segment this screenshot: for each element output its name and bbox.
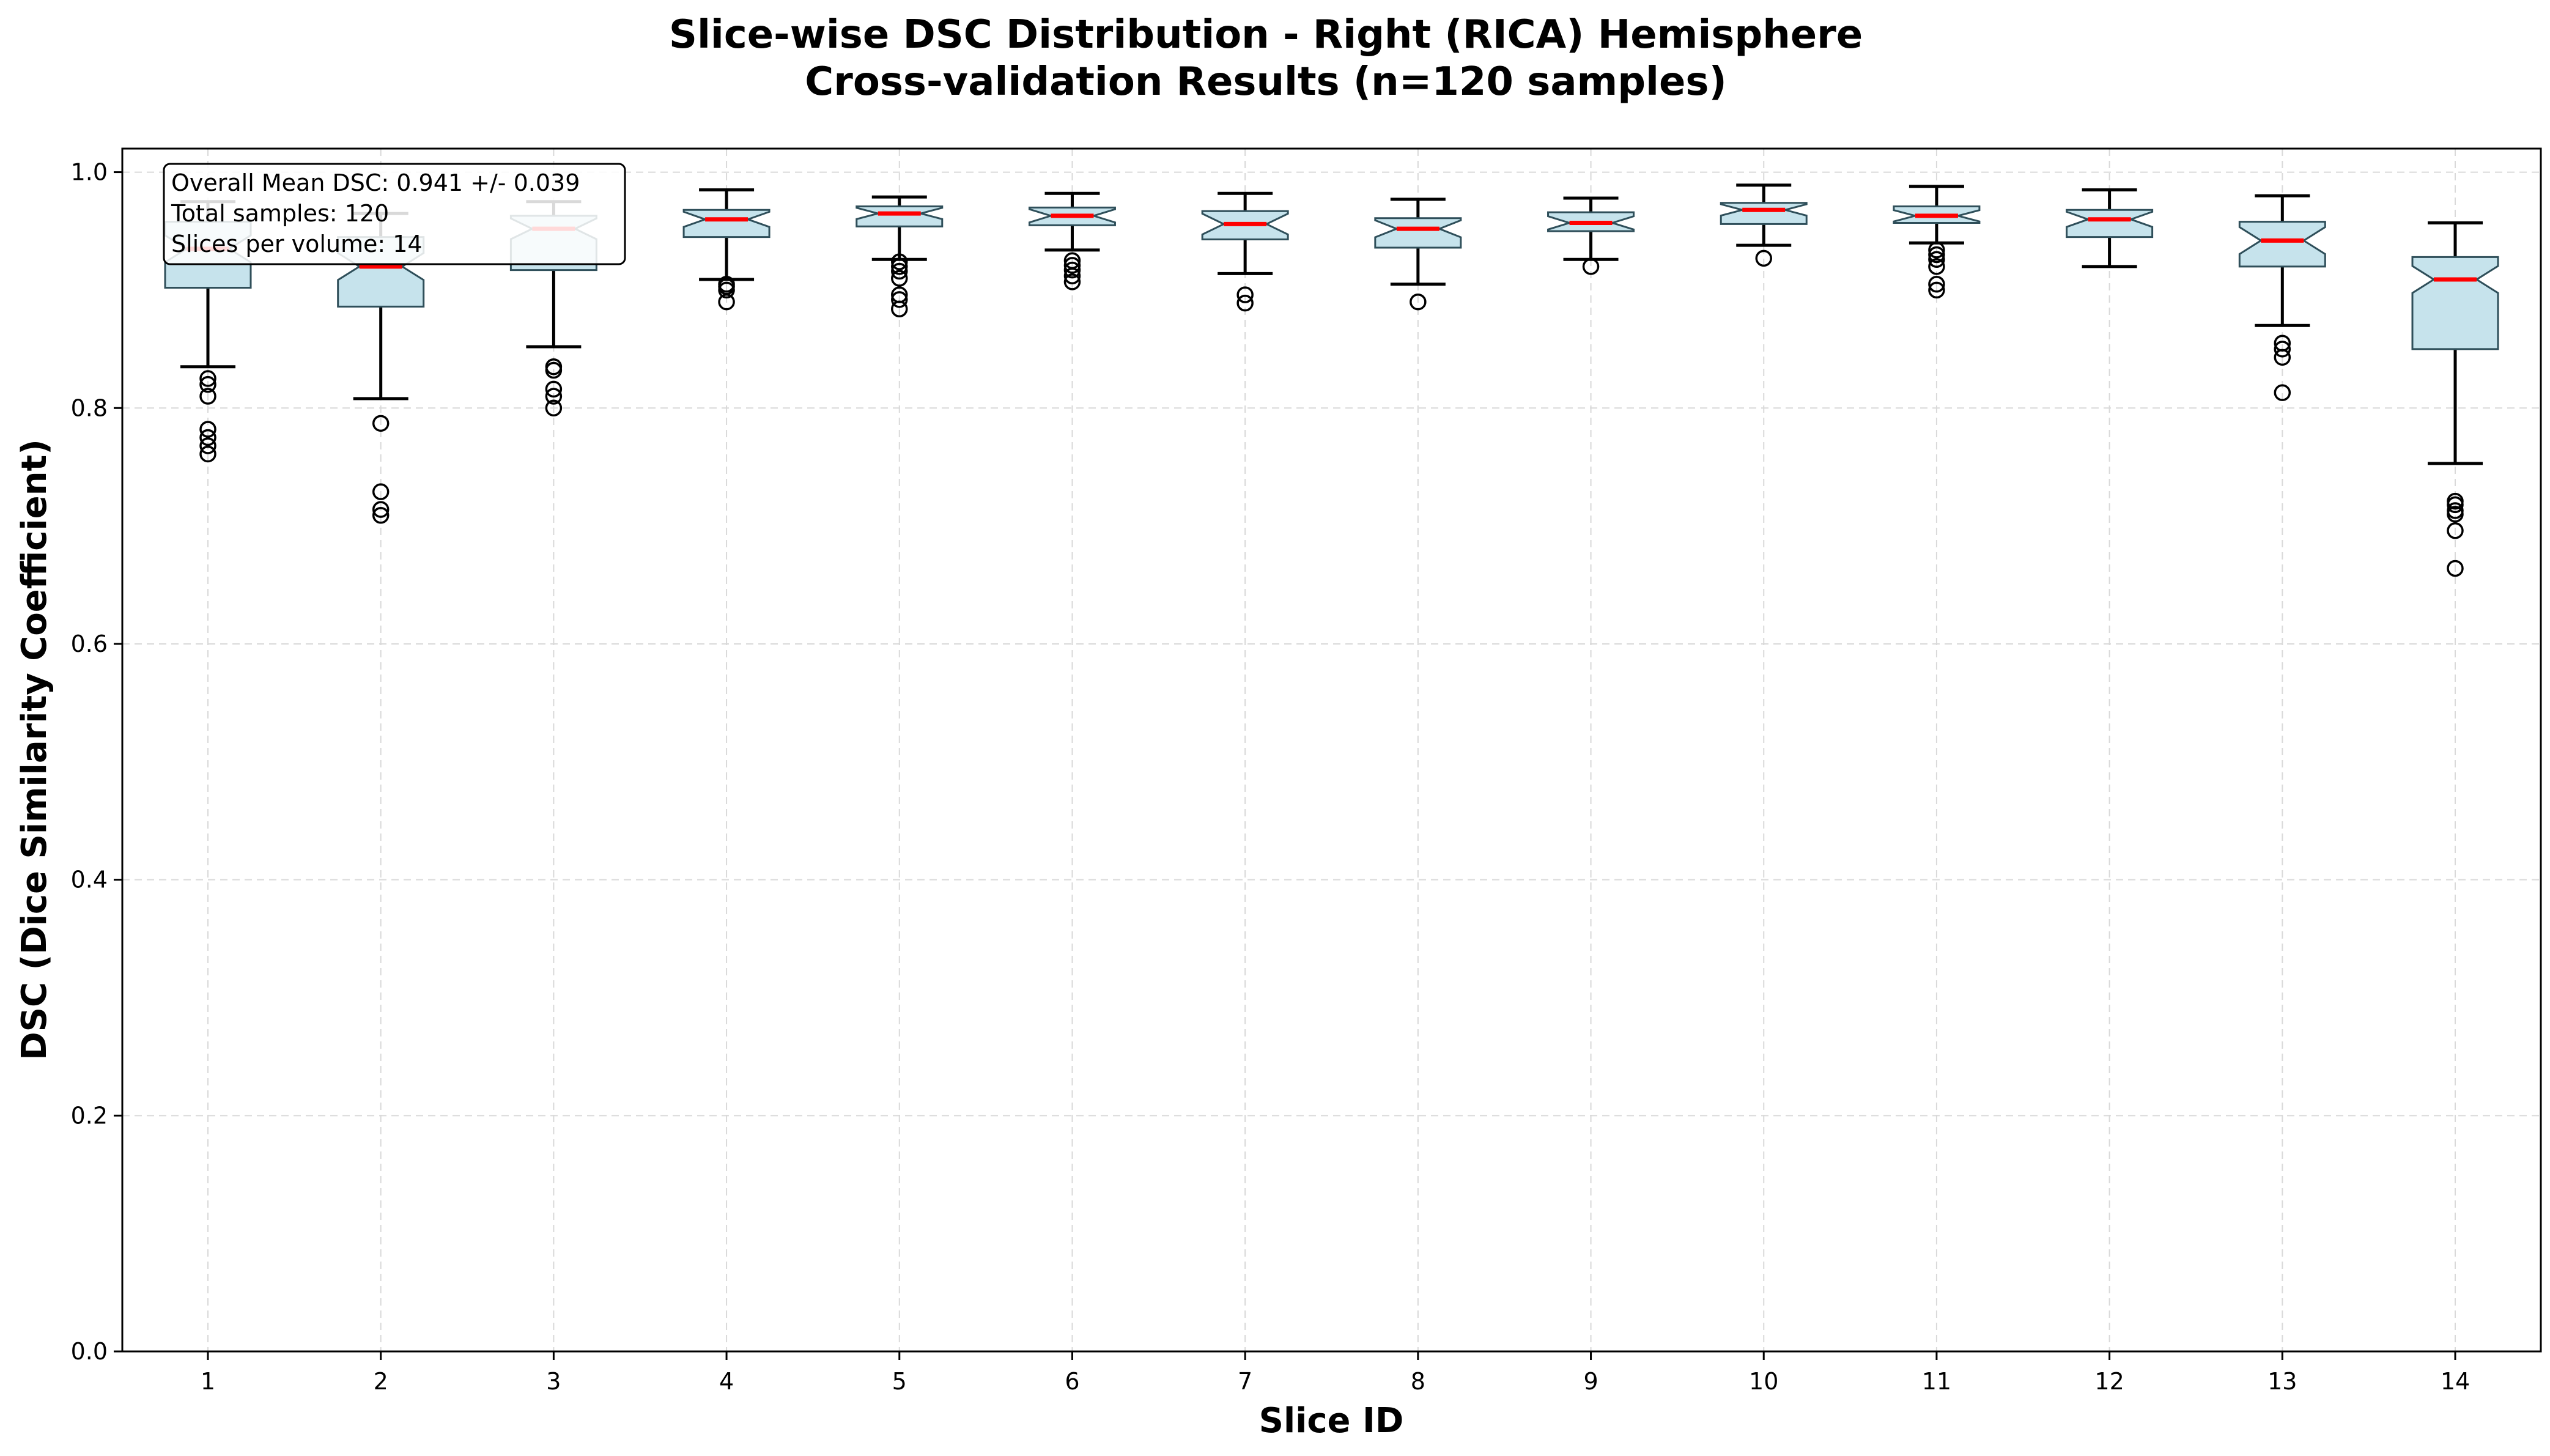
x-tick-label: 2 — [374, 1368, 388, 1395]
outlier-point — [1928, 281, 1945, 299]
x-axis-label: Slice ID — [1259, 1401, 1404, 1441]
outlier-point — [1063, 273, 1081, 290]
outlier-point — [891, 262, 908, 280]
outlier-point — [1928, 242, 1945, 259]
outlier-point — [199, 370, 216, 387]
box-slice-11 — [1893, 185, 1981, 299]
outlier-point — [1582, 258, 1600, 275]
outlier-point — [1928, 258, 1945, 275]
x-tick-label: 6 — [1065, 1368, 1079, 1395]
outlier-point — [1928, 251, 1945, 268]
plot-frame — [121, 147, 2542, 1353]
chart-title-line1: Slice-wise DSC Distribution - Right (RIC… — [669, 12, 1863, 57]
outlier-point — [372, 415, 390, 432]
stats-line-mean: Overall Mean DSC: 0.941 +/- 0.039 — [171, 169, 580, 196]
y-tick-label: 0.0 — [71, 1338, 108, 1365]
box-slice-13 — [2238, 194, 2326, 401]
outlier-point — [199, 421, 216, 438]
box-slice-6 — [1028, 191, 1116, 290]
x-tick-label: 12 — [2094, 1368, 2124, 1395]
box-slice-7 — [1201, 191, 1289, 312]
grid-lines — [122, 149, 2541, 1352]
box-body — [1374, 217, 1462, 249]
outlier-point — [891, 270, 908, 287]
outlier-point — [1236, 286, 1254, 303]
outlier-point — [2274, 341, 2291, 358]
box-slice-4 — [682, 188, 771, 311]
outlier-point — [2447, 522, 2464, 539]
y-axis-label: DSC (Dice Similarity Coefficient) — [15, 439, 54, 1060]
y-tick-label: 0.2 — [71, 1102, 108, 1129]
outlier-point — [545, 380, 563, 398]
outlier-point — [545, 361, 563, 379]
outlier-point — [372, 506, 390, 524]
box-slice-12 — [2066, 188, 2154, 268]
x-tick-label: 9 — [1583, 1368, 1598, 1395]
outlier-point — [1928, 276, 1945, 293]
outlier-point — [545, 388, 563, 405]
outlier-point — [1928, 246, 1945, 264]
outlier-point — [1410, 293, 1427, 311]
outlier-point — [1063, 267, 1081, 285]
box-slice-14 — [2411, 221, 2499, 577]
outlier-point — [891, 300, 908, 318]
outlier-point — [199, 388, 216, 405]
box-body — [2066, 209, 2154, 238]
outlier-point — [372, 501, 390, 518]
x-tick-label: 3 — [546, 1368, 561, 1395]
outlier-point — [718, 293, 735, 311]
outlier-point — [199, 429, 216, 446]
outlier-point — [891, 291, 908, 308]
x-tick-label: 13 — [2267, 1368, 2297, 1395]
stats-line-slices: Slices per volume: 14 — [171, 231, 423, 257]
y-tick-label: 0.4 — [71, 867, 108, 893]
outlier-point — [199, 437, 216, 454]
x-tick-label: 11 — [1922, 1368, 1951, 1395]
outlier-point — [1063, 261, 1081, 279]
y-tick-label: 1.0 — [71, 159, 108, 186]
box-slice-10 — [1720, 183, 1808, 267]
y-tick-label: 0.8 — [71, 394, 108, 421]
outlier-point — [2447, 560, 2464, 577]
outlier-point — [199, 445, 216, 463]
outlier-point — [2274, 384, 2291, 401]
box-slice-8 — [1374, 198, 1462, 311]
box-slice-9 — [1547, 196, 1635, 275]
outlier-point — [2274, 349, 2291, 366]
outlier-point — [1755, 249, 1772, 267]
outlier-point — [891, 253, 908, 270]
outlier-point — [372, 483, 390, 500]
box-body — [2238, 221, 2326, 268]
stats-box-frame — [163, 163, 626, 265]
x-tick-label: 7 — [1238, 1368, 1252, 1395]
x-tick-label: 4 — [719, 1368, 734, 1395]
x-tick-label: 8 — [1411, 1368, 1425, 1395]
x-tick-label: 10 — [1749, 1368, 1778, 1395]
outlier-point — [199, 375, 216, 393]
x-tick-label: 5 — [892, 1368, 907, 1395]
chart-title-line2: Cross-validation Results (n=120 samples) — [805, 59, 1726, 105]
outlier-point — [545, 399, 563, 417]
outlier-point — [1063, 257, 1081, 274]
stats-line-samples: Total samples: 120 — [171, 200, 389, 227]
box-body — [856, 205, 944, 227]
box-body — [682, 209, 771, 238]
box-body — [2411, 256, 2499, 350]
outlier-point — [891, 258, 908, 275]
y-tick-label: 0.6 — [71, 630, 108, 657]
x-tick-label: 14 — [2441, 1368, 2470, 1395]
axis-ticks: 0.00.20.40.60.81.01 2 3 4 5 6 7 8 9 10 11 12 13 14 — [71, 159, 2471, 1395]
outlier-point — [1236, 294, 1254, 312]
outlier-point — [718, 281, 735, 299]
box-body — [1720, 202, 1808, 225]
box-slice-5 — [856, 195, 944, 318]
x-tick-label: 1 — [201, 1368, 215, 1395]
outlier-point — [2447, 506, 2464, 523]
outlier-point — [2447, 496, 2464, 514]
stats-box: Overall Mean DSC: 0.941 +/- 0.039 Total … — [163, 163, 626, 265]
